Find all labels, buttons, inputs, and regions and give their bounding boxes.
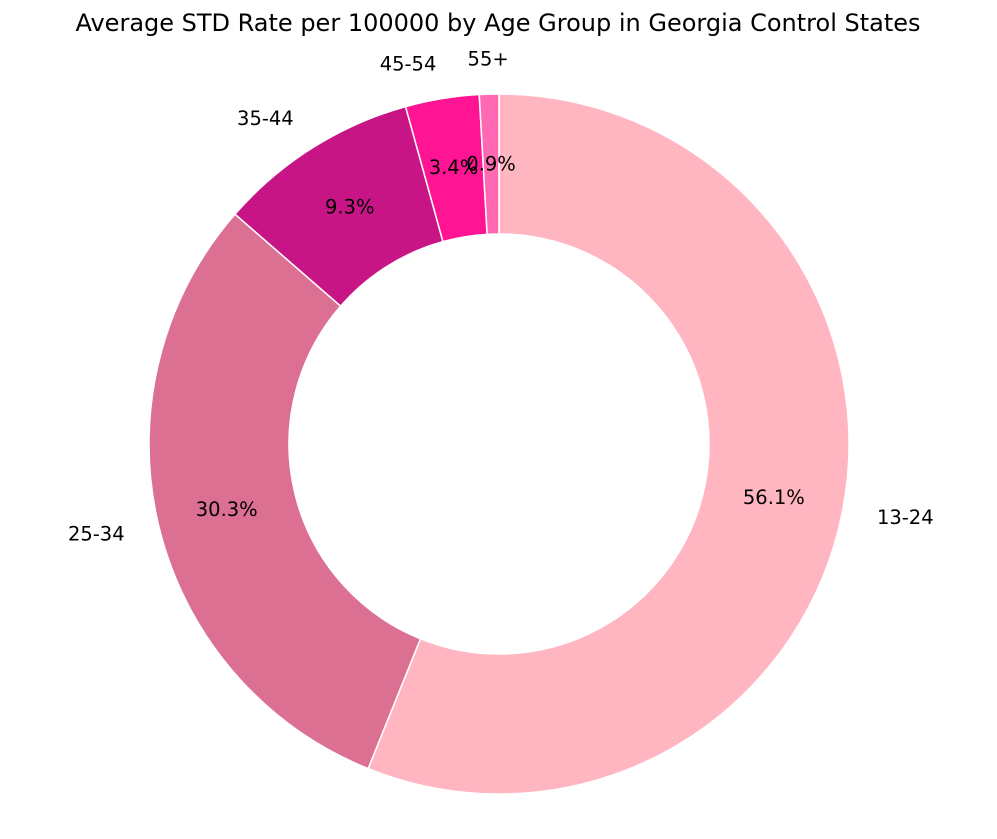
slices-group — [148, 93, 850, 795]
labels-group: 56.1% 13-24 30.3% 25-34 9.3% 35-44 3.4% 45-54 0.… — [68, 48, 934, 546]
percent-label: 9.3% — [325, 196, 375, 219]
percent-label: 0.9% — [466, 153, 516, 176]
category-label: 55+ — [468, 48, 509, 71]
percent-label: 3.4% — [429, 156, 479, 179]
slice-55 — [478, 93, 500, 236]
slice-25-34 — [148, 213, 422, 770]
category-label: 45-54 — [380, 53, 437, 76]
category-label: 25-34 — [68, 522, 125, 545]
category-label: 13-24 — [877, 506, 934, 529]
category-label: 35-44 — [237, 107, 294, 130]
chart-title: Average STD Rate per 100000 by Age Group… — [75, 9, 920, 37]
percent-label: 56.1% — [743, 486, 805, 509]
slice-13-24 — [367, 93, 850, 795]
percent-label: 30.3% — [196, 498, 258, 521]
